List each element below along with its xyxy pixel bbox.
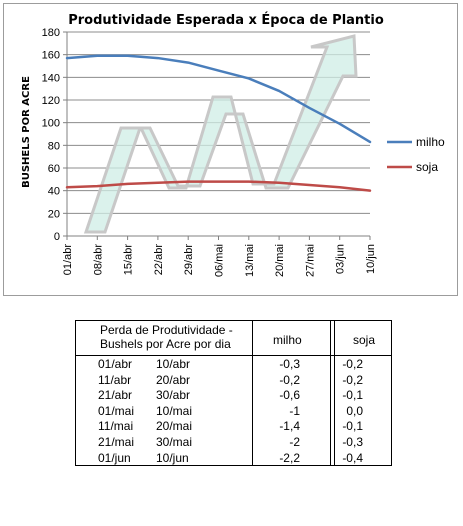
cell-end-date: 10/mai: [156, 403, 193, 418]
x-tick-label: 10/jun: [365, 244, 377, 274]
y-tick-label: 180: [42, 27, 60, 39]
legend-label-soja: soja: [416, 160, 438, 174]
cell-end-date: 20/abr: [156, 372, 191, 387]
legend-label-milho: milho: [416, 135, 445, 149]
cell-soja: -0,3: [342, 435, 363, 449]
table-divider: [330, 321, 331, 355]
cell-end-date: 30/abr: [156, 388, 191, 403]
cell-soja: -0,2: [342, 372, 363, 387]
x-tick-label: 27/mai: [304, 244, 316, 277]
series-lines: [65, 54, 372, 192]
x-tick-label: 03/jun: [335, 244, 347, 274]
y-tick-label: 120: [42, 95, 60, 107]
cell-milho: -1: [289, 403, 300, 418]
chart-title: Produtividade Esperada x Época de Planti…: [68, 12, 384, 28]
x-tick-label: 08/abr: [92, 244, 104, 276]
x-tick-label: 29/abr: [183, 244, 195, 276]
header-soja: soja: [353, 333, 376, 347]
header-period-line2: Bushels por Acre por dia: [100, 337, 231, 351]
legend: milho soja: [387, 135, 445, 174]
table-divider: [252, 355, 253, 465]
cell-milho: -2: [289, 435, 300, 449]
series-line-milho: [65, 54, 372, 144]
cell-end-date: 10/jun: [156, 450, 189, 465]
cell-soja: -0,1: [342, 419, 363, 434]
y-tick-label: 100: [42, 118, 60, 130]
yield-chart: Produtividade Esperada x Época de Planti…: [21, 12, 445, 277]
y-tick-labels: 0 20 40 60 80 100 120 140 160 180: [42, 27, 60, 243]
x-tick-label: 01/abr: [62, 244, 74, 276]
table-header-rule: [76, 355, 391, 356]
chart-area: Produtividade Esperada x Época de Planti…: [3, 3, 458, 296]
header-period-line1: Perda de Produtividade -: [100, 323, 233, 337]
arrow-decoration-icon: [83, 34, 358, 234]
y-tick-label: 160: [42, 50, 60, 62]
table-divider: [334, 321, 335, 355]
x-tick-labels: 01/abr 08/abr 15/abr 22/abr 29/abr 06/mai 13/m…: [62, 244, 377, 277]
cell-milho: -2,2: [279, 450, 300, 465]
cell-soja: -0,2: [342, 357, 363, 371]
y-tick-label: 140: [42, 72, 60, 84]
x-tick-label: 22/abr: [153, 244, 165, 276]
x-tick-label: 20/mai: [274, 244, 286, 277]
cell-start-date: 01/mai: [98, 403, 135, 418]
y-tick-label: 40: [48, 186, 60, 198]
cell-milho: -0,2: [279, 372, 300, 387]
x-tick-label: 13/mai: [244, 244, 256, 277]
table-divider: [334, 355, 335, 465]
x-tick-label: 15/abr: [123, 244, 135, 276]
cell-end-date: 20/mai: [156, 419, 193, 434]
header-milho: milho: [273, 333, 302, 347]
cell-milho: -0,3: [279, 357, 300, 371]
y-tick-label: 80: [48, 140, 60, 152]
cell-soja: -0,1: [342, 388, 363, 403]
table-divider: [252, 321, 253, 355]
cell-start-date: 21/mai: [98, 435, 135, 449]
y-tick-label: 20: [48, 208, 60, 220]
cell-soja: 0,0: [346, 403, 363, 418]
axes: [66, 32, 371, 240]
yield-loss-table: Perda de Produtividade - Bushels por Acr…: [75, 320, 392, 466]
series-line-soja: [65, 180, 372, 192]
cell-start-date: 11/mai: [98, 419, 134, 434]
cell-start-date: 11/abr: [98, 372, 132, 387]
cell-start-date: 01/abr: [98, 357, 133, 371]
cell-end-date: 10/abr: [156, 357, 191, 371]
y-axis-label: BUSHELS POR ACRE: [21, 76, 32, 188]
cell-end-date: 30/mai: [156, 435, 193, 449]
cell-milho: -0,6: [279, 388, 300, 403]
table-divider: [330, 355, 331, 465]
y-tick-label: 0: [54, 231, 60, 243]
y-tick-label: 60: [48, 163, 60, 175]
cell-soja: -0,4: [342, 450, 363, 465]
cell-start-date: 21/abr: [98, 388, 133, 403]
x-tick-label: 06/mai: [214, 244, 226, 277]
cell-milho: -1,4: [279, 419, 300, 434]
cell-start-date: 01/jun: [98, 450, 131, 465]
